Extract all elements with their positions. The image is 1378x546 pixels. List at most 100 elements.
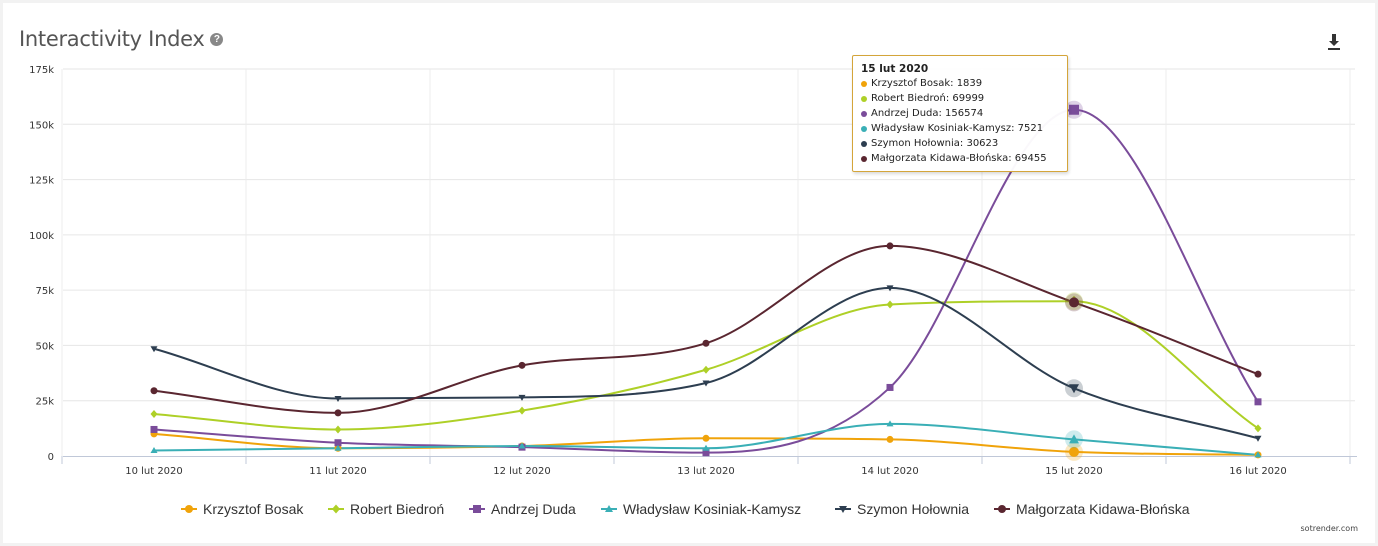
tooltip-dot bbox=[861, 95, 867, 102]
tooltip-row-text: Szymon Hołownia: 30623 bbox=[871, 138, 999, 149]
series-line bbox=[153, 108, 1259, 454]
legend-item[interactable]: Robert Biedroń bbox=[328, 497, 444, 521]
data-point bbox=[702, 449, 710, 457]
chart-title: Interactivity Index bbox=[19, 27, 205, 51]
data-point bbox=[334, 439, 342, 447]
tooltip-row: Szymon Hołownia: 30623 bbox=[861, 138, 998, 149]
data-point bbox=[886, 420, 894, 427]
watermark: sotrender.com bbox=[1300, 524, 1359, 533]
data-point bbox=[334, 396, 342, 403]
legend-item[interactable]: Szymon Hołownia bbox=[835, 497, 969, 521]
legend-label: Małgorzata Kidawa-Błońska bbox=[1016, 501, 1190, 517]
y-tick-label: 150k bbox=[29, 120, 54, 131]
series-line bbox=[153, 286, 1259, 440]
y-tick-label: 0 bbox=[48, 452, 54, 463]
data-point bbox=[150, 425, 158, 433]
data-point bbox=[334, 409, 342, 417]
data-point bbox=[518, 442, 526, 449]
data-point bbox=[886, 435, 894, 443]
data-point bbox=[334, 425, 342, 434]
help-icon[interactable]: ? bbox=[210, 32, 224, 46]
tooltip-row: Władysław Kosiniak-Kamysz: 7521 bbox=[861, 123, 1043, 134]
data-point bbox=[839, 506, 847, 513]
tooltip-row: Andrzej Duda: 156574 bbox=[861, 108, 983, 119]
data-point bbox=[150, 346, 158, 353]
tooltip-title: 15 lut 2020 bbox=[861, 63, 929, 75]
tooltip-row-text: Krzysztof Bosak: 1839 bbox=[871, 78, 983, 89]
download-icon[interactable] bbox=[1325, 32, 1343, 52]
data-point bbox=[518, 361, 526, 369]
data-point bbox=[1069, 384, 1079, 394]
x-tick-label: 15 lut 2020 bbox=[1045, 466, 1103, 477]
data-point bbox=[1254, 435, 1262, 442]
tooltip-row-text: Małgorzata Kidawa-Błońska: 69455 bbox=[871, 153, 1047, 164]
y-tick-label: 175k bbox=[29, 65, 54, 76]
y-tick-label: 25k bbox=[35, 397, 54, 408]
series-line bbox=[153, 300, 1259, 431]
legend-label: Andrzej Duda bbox=[491, 501, 576, 517]
data-point bbox=[1069, 434, 1079, 444]
tooltip-row-text: Andrzej Duda: 156574 bbox=[871, 108, 984, 119]
data-point bbox=[518, 406, 526, 415]
tooltip-row: Robert Biedroń: 69999 bbox=[861, 93, 984, 104]
legend-item[interactable]: Krzysztof Bosak bbox=[181, 497, 303, 521]
data-point bbox=[150, 446, 158, 453]
data-point bbox=[518, 394, 526, 401]
legend-item[interactable]: Małgorzata Kidawa-Błońska bbox=[994, 497, 1190, 521]
tooltip-dot bbox=[861, 125, 867, 132]
series-line bbox=[153, 244, 1259, 414]
x-tick-label: 13 lut 2020 bbox=[677, 466, 735, 477]
legend-symbol bbox=[835, 506, 851, 513]
x-tick-label: 12 lut 2020 bbox=[493, 466, 551, 477]
data-point bbox=[886, 383, 894, 391]
y-tick-label: 100k bbox=[29, 231, 54, 242]
legend-label: Szymon Hołownia bbox=[857, 501, 970, 517]
data-point bbox=[605, 505, 613, 512]
legend-item[interactable]: Władysław Kosiniak-Kamysz bbox=[601, 497, 801, 521]
tooltip-dot bbox=[861, 110, 867, 117]
y-tick-label: 75k bbox=[35, 286, 54, 297]
data-point bbox=[473, 505, 481, 513]
legend: Krzysztof Bosak Robert Biedroń Andrzej Dud… bbox=[3, 497, 1375, 521]
data-point bbox=[150, 409, 158, 418]
y-tick-label: 50k bbox=[35, 341, 54, 352]
data-point bbox=[1254, 398, 1262, 406]
data-point bbox=[1069, 297, 1079, 308]
y-tick-label: 125k bbox=[29, 176, 54, 187]
data-point bbox=[702, 339, 710, 347]
data-point bbox=[702, 444, 710, 451]
legend-symbol bbox=[994, 505, 1010, 513]
tooltip-dot bbox=[861, 155, 867, 162]
legend-symbol bbox=[601, 505, 617, 512]
legend-label: Robert Biedroń bbox=[350, 501, 445, 517]
line-chart: 0 25k 50k 75k 100k 125k 150k 175k 10 lut 2020 11 … bbox=[29, 65, 1357, 477]
tooltip-dot bbox=[861, 140, 867, 147]
data-point bbox=[185, 505, 193, 513]
legend-label: Krzysztof Bosak bbox=[203, 501, 304, 517]
data-point bbox=[332, 504, 340, 514]
x-tick-label: 14 lut 2020 bbox=[861, 466, 919, 477]
data-point bbox=[1069, 446, 1079, 457]
tooltip-row-text: Robert Biedroń: 69999 bbox=[871, 93, 985, 104]
tooltip-row: Krzysztof Bosak: 1839 bbox=[861, 78, 982, 89]
legend-symbol bbox=[469, 505, 485, 513]
data-point bbox=[998, 505, 1006, 513]
legend-item[interactable]: Andrzej Duda bbox=[469, 497, 576, 521]
tooltip-dot bbox=[861, 80, 867, 87]
data-point bbox=[886, 285, 894, 292]
data-point bbox=[886, 242, 894, 250]
tooltip-row-text: Władysław Kosiniak-Kamysz: 7521 bbox=[871, 123, 1044, 134]
x-tick-label: 10 lut 2020 bbox=[125, 466, 183, 477]
data-point bbox=[702, 380, 710, 387]
legend-symbol bbox=[328, 504, 344, 514]
tooltip: 15 lut 2020 Krzysztof Bosak: 1839 Robert… bbox=[852, 55, 1068, 172]
data-point bbox=[702, 365, 710, 374]
title-wrap: Interactivity Index ? bbox=[19, 27, 224, 51]
chart-card: Interactivity Index ? 0 25k 50k 75k 100k 125k… bbox=[3, 3, 1375, 543]
legend-symbol bbox=[181, 505, 197, 513]
x-tick-label: 16 lut 2020 bbox=[1229, 466, 1287, 477]
tooltip-row: Małgorzata Kidawa-Błońska: 69455 bbox=[861, 153, 1047, 164]
x-tick-label: 11 lut 2020 bbox=[309, 466, 367, 477]
data-point bbox=[886, 300, 894, 309]
data-point bbox=[1069, 104, 1079, 115]
